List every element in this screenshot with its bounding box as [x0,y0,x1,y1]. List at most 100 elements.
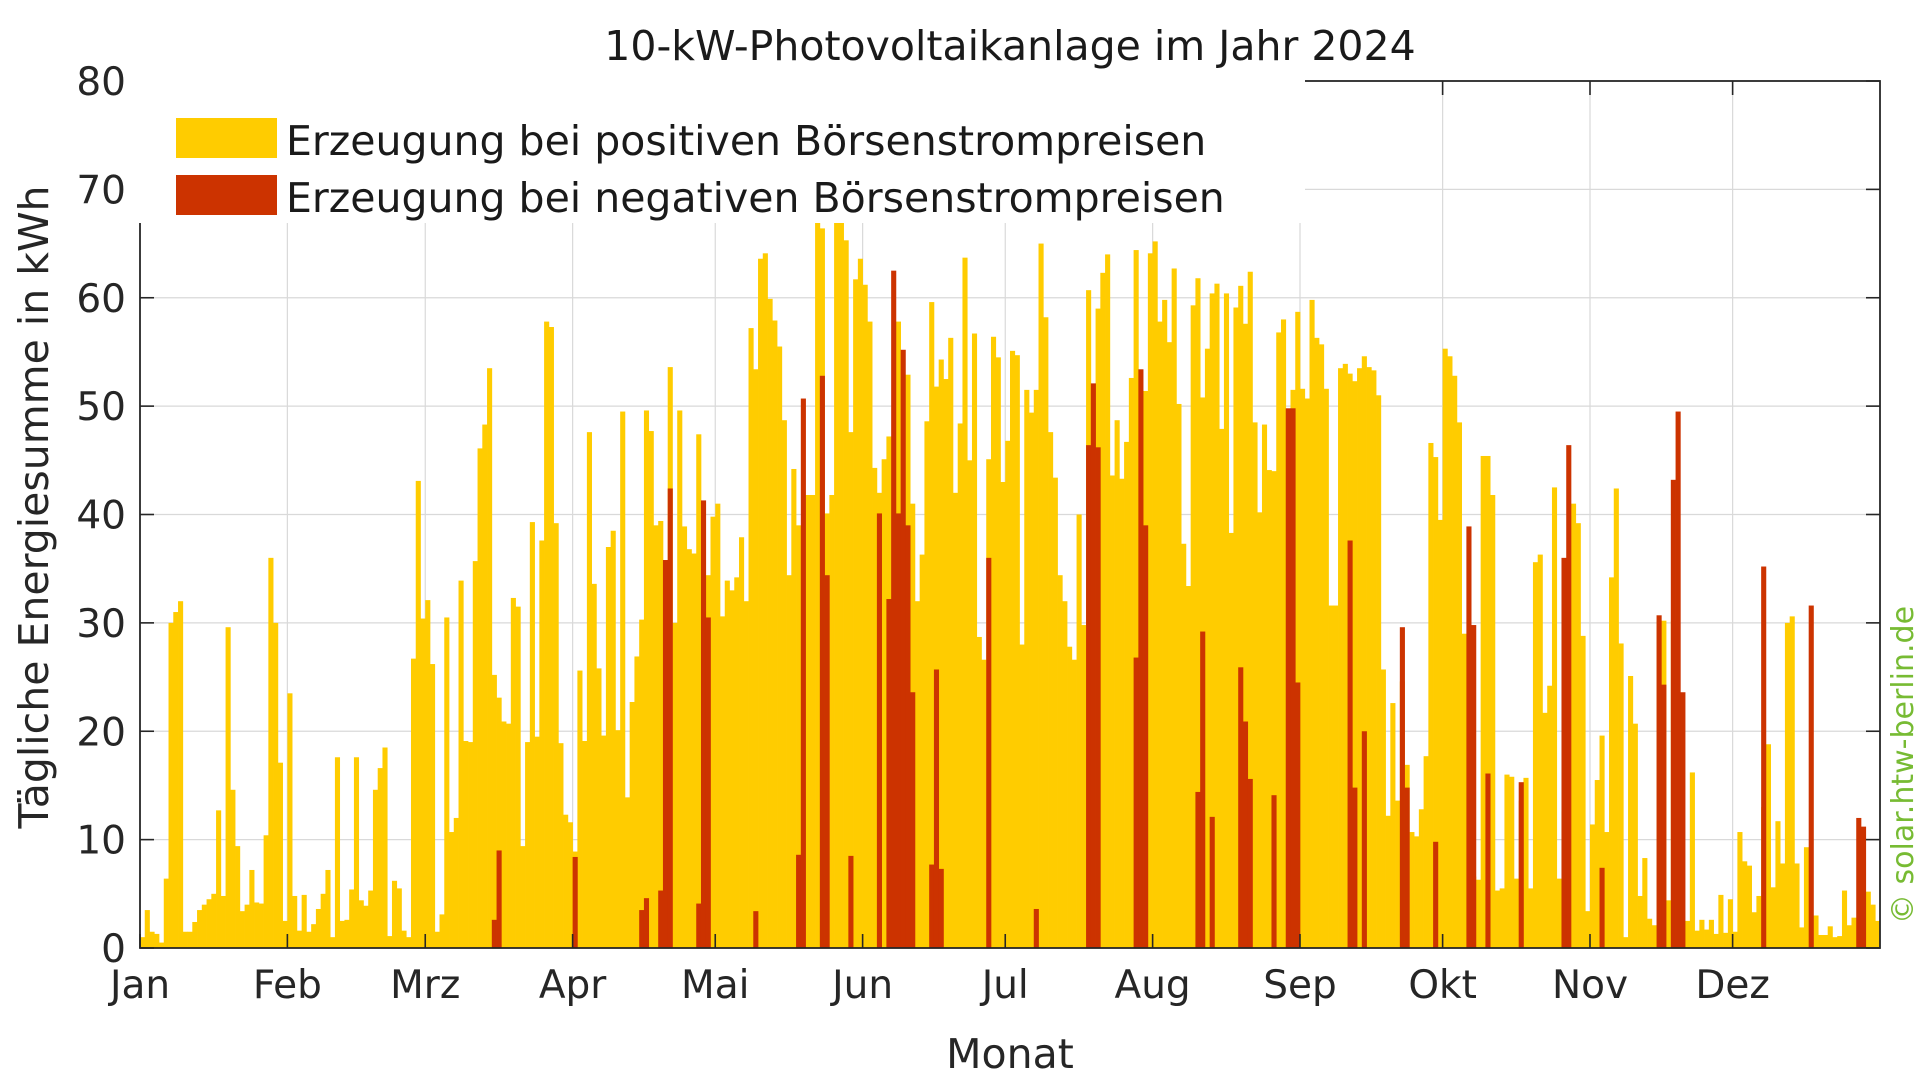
bar-negative [1290,408,1296,949]
y-tick-label: 10 [76,819,126,864]
bar-positive [1271,471,1277,948]
bar-positive [268,557,274,948]
bar-positive [263,835,269,948]
bar-positive [1019,644,1025,948]
bar-positive [1385,815,1391,948]
bar-negative [1680,692,1686,948]
bar-positive [1309,299,1315,949]
bar-positive [1685,920,1691,948]
bar-positive [1109,475,1115,948]
bar-positive [487,368,493,949]
bar-negative [1143,525,1149,948]
bar-negative [1238,667,1244,948]
bar-positive [981,659,987,948]
bar-negative [753,911,759,948]
bar-positive [1865,891,1871,948]
bar-negative [1404,787,1410,948]
bar-positive [201,904,207,948]
bar-positive [1737,832,1743,948]
bar-positive [791,468,797,948]
bar-negative [658,890,664,948]
bar-negative [824,575,830,948]
bar-negative [1133,657,1139,948]
bar-positive [829,494,835,948]
x-tick-label-dez: Dez [1695,963,1770,1008]
bar-positive [1499,888,1505,948]
bar-positive [1632,723,1638,948]
bar-positive [1005,440,1011,948]
bar-positive [1014,355,1020,949]
bar-positive [254,902,260,948]
bar-positive [1490,494,1496,948]
bar-negative [1670,479,1676,948]
bar-negative [876,513,882,948]
bar-positive [1599,735,1605,948]
bar-positive [1238,285,1244,948]
bar-positive [1613,488,1619,948]
bar-positive [848,432,854,948]
bar-positive [296,930,302,948]
bar-positive [1746,865,1752,948]
bar-positive [1822,934,1829,948]
bar-negative [886,599,892,948]
bar-positive [1323,388,1329,948]
bar-positive [1052,477,1058,948]
bar-positive [929,302,935,949]
bar-negative [1675,411,1681,948]
bar-positive [1604,832,1610,948]
bars-positive [140,211,1881,949]
bar-positive [629,701,635,948]
bar-positive [681,526,688,948]
bar-positive [1870,904,1876,948]
bar-positive [372,789,379,948]
bar-negative [1242,721,1249,948]
bar-positive [444,617,450,948]
bar-positive [1081,625,1087,948]
bar-positive [967,460,973,948]
bar-positive [368,890,374,948]
bar-positive [734,577,740,948]
bar-negative [1033,908,1039,948]
bar-positive [1157,321,1163,948]
bar-positive [1038,243,1044,948]
bar-positive [610,530,616,948]
bar-positive [1409,832,1415,948]
bar-positive [382,747,388,948]
bar-positive [586,432,592,948]
bar-positive [1542,712,1548,948]
bar-negative [1195,791,1201,948]
bar-positive [1342,363,1348,948]
bar-positive [1033,389,1039,948]
bar-positive [311,924,317,948]
bar-positive [924,421,930,948]
bar-positive [1651,925,1657,948]
bar-negative [1860,826,1867,948]
bar-positive [720,616,726,948]
bar-positive [591,583,597,948]
bar-positive [1666,900,1672,948]
labels-layer: 10-kW-Photovoltaikanlage im Jahr 2024 Mo… [10,22,1920,1078]
bar-positive [453,817,459,948]
bar-positive [249,869,255,948]
bar-positive [715,503,721,948]
bar-positive [971,333,978,948]
bar-positive [648,431,654,948]
bar-positive [1585,911,1591,948]
bar-positive [1732,931,1738,948]
bar-positive [1742,861,1748,948]
bar-positive [292,895,298,948]
bar-positive [1338,368,1344,949]
bar-negative [938,868,944,948]
x-tick-label-okt: Okt [1408,963,1477,1008]
bar-positive [786,575,792,948]
bar-positive [567,822,573,948]
x-tick-label-feb: Feb [253,963,322,1008]
bar-positive [1233,307,1239,948]
bar-negative [1399,627,1405,948]
bar-negative [1466,526,1472,948]
bar-negative [639,910,645,948]
bar-positive [1727,899,1733,948]
bar-positive [938,359,944,948]
bar-positive [1181,543,1187,948]
